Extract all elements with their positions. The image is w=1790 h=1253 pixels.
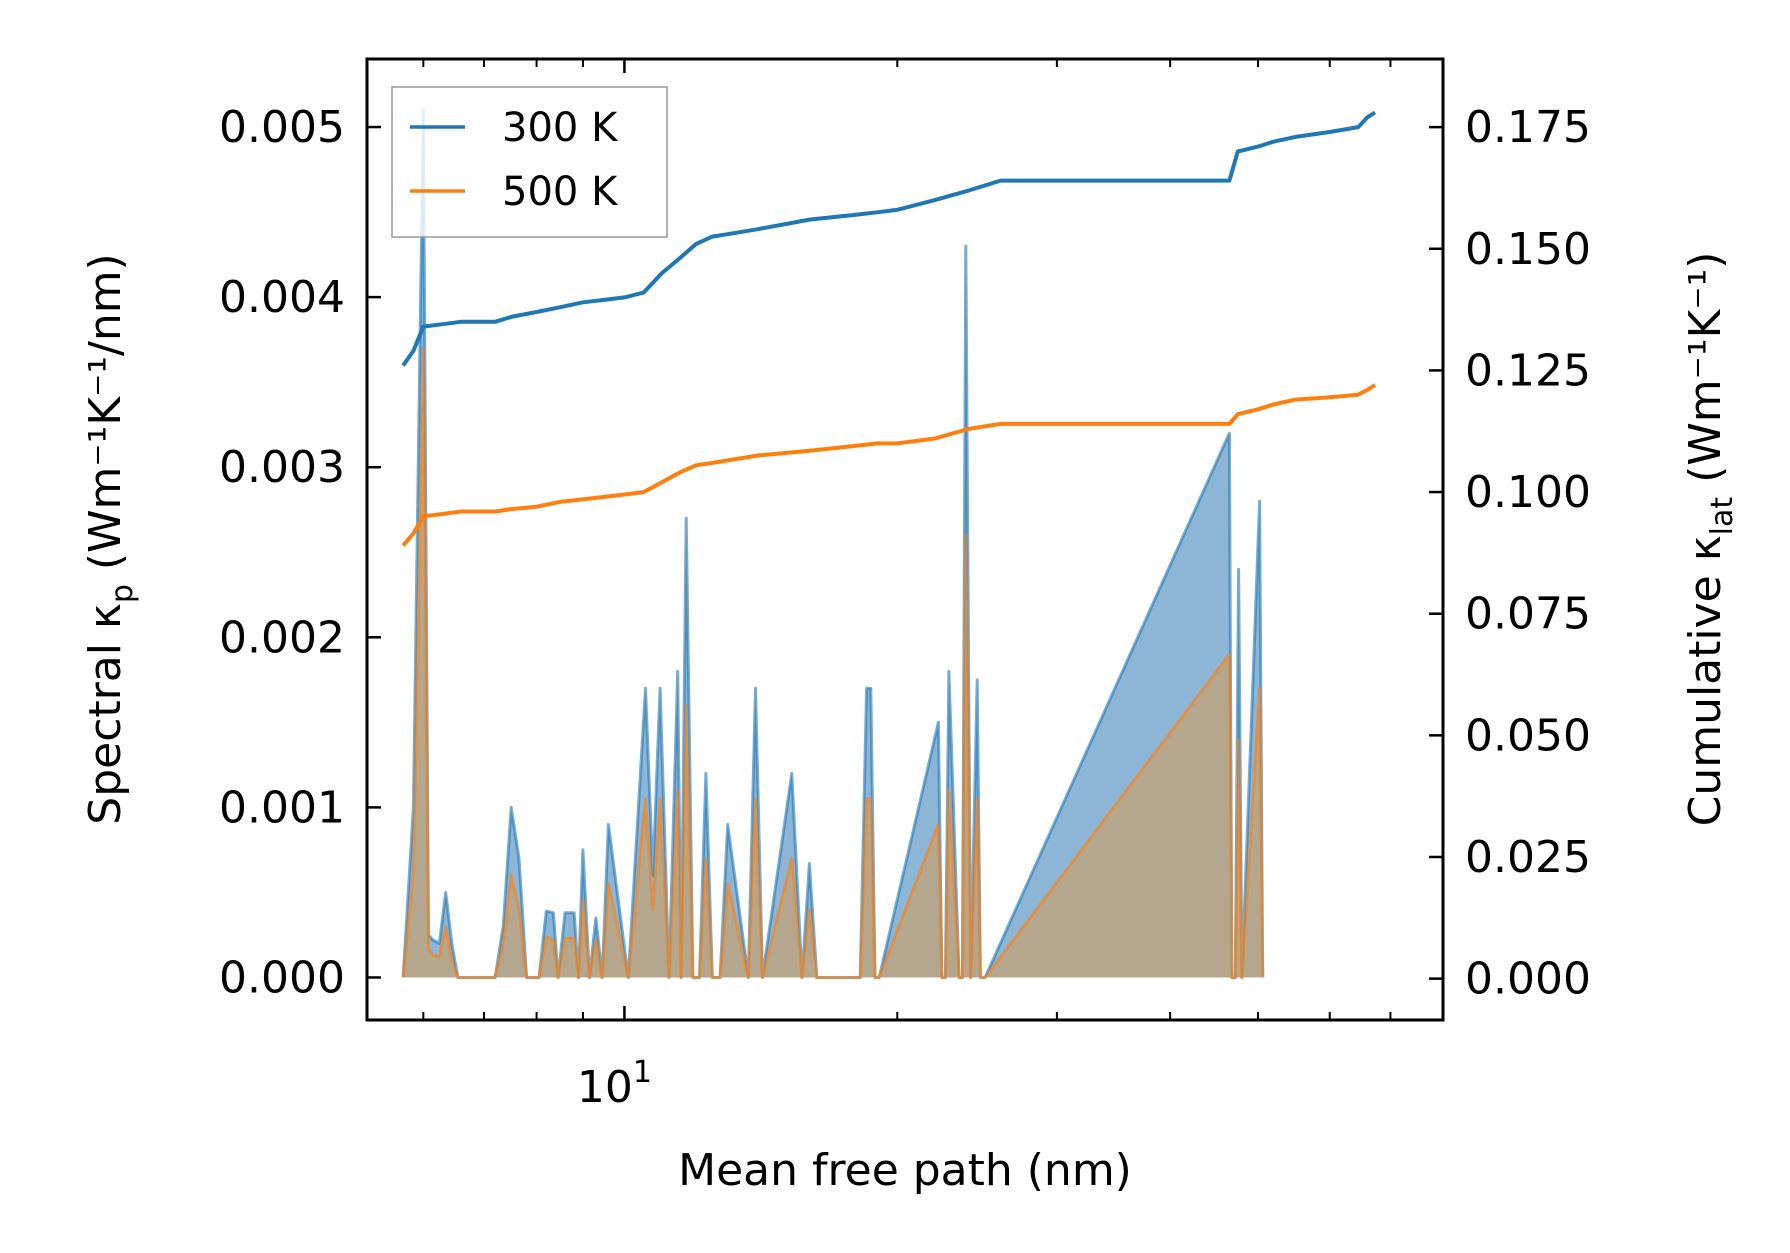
spectral-500k-line — [401, 346, 1265, 979]
y-right-axis-label: Cumulative κlat (Wm⁻¹K⁻¹) — [1680, 252, 1740, 827]
y-left-tick-label: 0.000 — [219, 952, 345, 1003]
y-right-tick-label: 0.125 — [1465, 345, 1591, 396]
legend-frame — [391, 86, 668, 238]
y-right-tick-label: 0.000 — [1465, 954, 1591, 1005]
spectral-500k-fill — [403, 348, 1263, 978]
y-left-tick-label: 0.003 — [219, 442, 345, 493]
legend-label-500k: 500 K — [502, 169, 619, 215]
legend: 300 K 500 K — [391, 86, 668, 238]
axis-ticks: 0.000 0.001 0.002 0.003 0.004 0.005 0.000 0.025… — [219, 59, 1591, 1113]
y-right-tick-label: 0.025 — [1465, 832, 1591, 883]
x-axis-label: Mean free path (nm) — [678, 1145, 1132, 1196]
y-right-tick-label: 0.150 — [1465, 224, 1591, 275]
y-left-tick-label: 0.002 — [219, 612, 345, 663]
cumulative-500k-line — [401, 383, 1377, 547]
y-left-tick-label: 0.001 — [219, 782, 345, 833]
cumulative-300k-line — [401, 110, 1377, 367]
y-left-axis-label: Spectral κp (Wm⁻¹K⁻¹/nm) — [80, 253, 140, 824]
y-right-tick-label: 0.075 — [1465, 589, 1591, 640]
series-lines — [401, 110, 1377, 547]
plot-frame — [365, 57, 1445, 1022]
y-right-tick-label: 0.100 — [1465, 467, 1591, 518]
x-tick-label: 101 — [577, 1055, 652, 1113]
y-left-tick-label: 0.004 — [219, 272, 345, 323]
y-right-tick-label: 0.050 — [1465, 710, 1591, 761]
y-right-tick-label: 0.175 — [1465, 102, 1591, 153]
spectral-fills — [401, 108, 1265, 979]
legend-label-300k: 300 K — [502, 105, 619, 151]
y-left-tick-label: 0.005 — [219, 102, 345, 153]
